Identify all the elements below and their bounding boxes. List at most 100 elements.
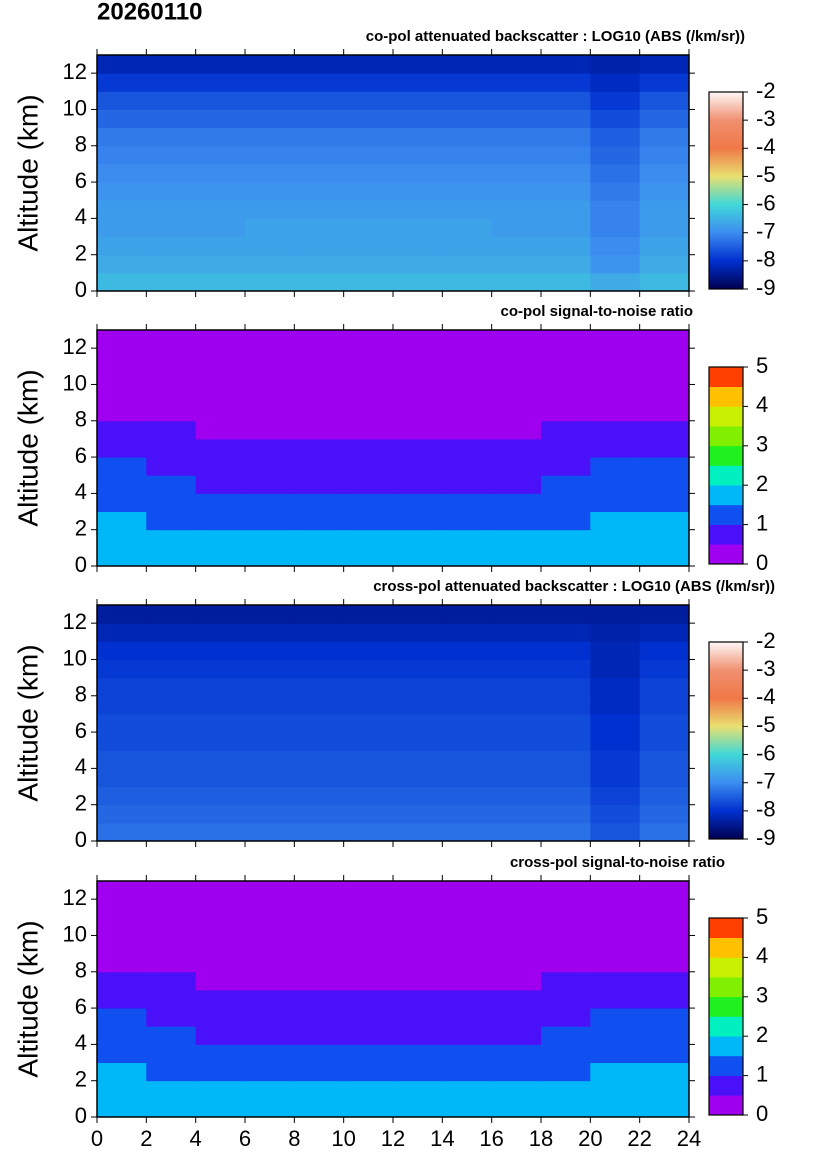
- heatmap-cell: [442, 1044, 493, 1064]
- heatmap-cell: [245, 804, 295, 824]
- heatmap-cell: [195, 822, 246, 842]
- heatmap-cell: [590, 1098, 641, 1118]
- heatmap-cell: [146, 881, 197, 900]
- heatmap-cell: [146, 750, 197, 769]
- heatmap-cell: [97, 420, 147, 440]
- heatmap-cell: [541, 623, 591, 642]
- heatmap-cell: [393, 695, 443, 715]
- colorbar-swatch: [709, 1016, 743, 1037]
- heatmap-cell: [294, 881, 345, 900]
- heatmap-cell: [541, 236, 591, 256]
- heatmap-cell: [442, 677, 493, 697]
- heatmap-cell: [442, 881, 493, 900]
- heatmap-cell: [245, 677, 295, 697]
- heatmap-cell: [541, 881, 591, 900]
- heatmap-cell: [294, 989, 345, 1009]
- heatmap-cell: [146, 605, 197, 624]
- heatmap-cell: [343, 1008, 394, 1027]
- heatmap-cell: [491, 750, 542, 769]
- heatmap-cell: [97, 881, 147, 900]
- heatmap-cell: [491, 218, 542, 238]
- x-tick-label: 6: [239, 1126, 251, 1151]
- y-tick-label: 12: [63, 59, 87, 84]
- heatmap-cell: [245, 786, 295, 806]
- heatmap-cell: [541, 200, 591, 219]
- heatmap-cell: [491, 917, 542, 936]
- heatmap-cell: [294, 163, 345, 183]
- colorbar-swatch: [709, 465, 743, 486]
- heatmap-cell: [195, 547, 246, 567]
- heatmap-cell: [541, 420, 591, 440]
- colorbar-tick-label: 3: [756, 432, 768, 457]
- heatmap-cell: [195, 1044, 246, 1064]
- heatmap-cell: [294, 127, 345, 147]
- heatmap-cell: [442, 475, 493, 494]
- heatmap-cell: [491, 641, 542, 660]
- heatmap-cell: [245, 1008, 295, 1027]
- heatmap-cell: [343, 330, 394, 349]
- heatmap-cell: [639, 438, 690, 458]
- heatmap-cell: [245, 881, 295, 900]
- heatmap-cell: [245, 511, 295, 531]
- heatmap-cell: [245, 917, 295, 936]
- heatmap-cell: [146, 953, 197, 973]
- heatmap-cell: [590, 511, 641, 531]
- heatmap-cell: [541, 732, 591, 751]
- heatmap-cell: [146, 1008, 197, 1027]
- heatmap-cell: [343, 493, 394, 513]
- heatmap-cell: [541, 547, 591, 567]
- colorbar-tick-label: -7: [756, 769, 776, 794]
- heatmap-cell: [393, 529, 443, 549]
- heatmap-cell: [294, 91, 345, 110]
- heatmap-cell: [541, 750, 591, 769]
- heatmap-cell: [97, 73, 147, 92]
- heatmap-cell: [195, 750, 246, 769]
- heatmap-cell: [442, 127, 493, 147]
- heatmap-cell: [590, 145, 641, 165]
- heatmap-cell: [294, 917, 345, 936]
- heatmap-cell: [294, 953, 345, 973]
- y-axis-label: Altitude (km): [12, 369, 43, 526]
- heatmap-cell: [294, 384, 345, 404]
- heatmap-cell: [245, 953, 295, 973]
- heatmap-cell: [245, 73, 295, 92]
- heatmap-cell: [146, 1062, 197, 1082]
- heatmap-cell: [245, 605, 295, 624]
- x-tick-label: 12: [381, 1126, 405, 1151]
- colorbar-tick-label: -3: [756, 106, 776, 131]
- heatmap-cell: [294, 547, 345, 567]
- heatmap-cell: [393, 182, 443, 201]
- colorbar-tick-label: 4: [756, 943, 768, 968]
- heatmap-cell: [393, 768, 443, 788]
- y-tick-label: 4: [75, 1030, 87, 1055]
- heatmap-cell: [491, 1026, 542, 1045]
- heatmap-cell: [639, 547, 690, 567]
- heatmap-cell: [442, 899, 493, 918]
- colorbar-tick-label: -5: [756, 712, 776, 737]
- heatmap-cell: [97, 475, 147, 494]
- heatmap-cell: [97, 822, 147, 842]
- heatmap-cell: [343, 695, 394, 715]
- heatmap-cell: [491, 822, 542, 842]
- heatmap-cell: [590, 348, 641, 367]
- heatmap-cell: [146, 109, 197, 129]
- heatmap-cell: [195, 366, 246, 385]
- heatmap-cell: [442, 623, 493, 642]
- heatmap-cell: [442, 254, 493, 274]
- heatmap-cell: [195, 475, 246, 494]
- heatmap-cell: [294, 1044, 345, 1064]
- heatmap-cell: [146, 659, 197, 679]
- heatmap-cell: [245, 822, 295, 842]
- heatmap-cell: [146, 127, 197, 147]
- colorbar-tick-label: 0: [756, 1101, 768, 1126]
- heatmap-cell: [491, 457, 542, 476]
- colorbar-swatch: [709, 504, 743, 525]
- heatmap-cell: [393, 272, 443, 292]
- heatmap-cell: [146, 384, 197, 404]
- heatmap-cell: [491, 786, 542, 806]
- heatmap-cell: [393, 1080, 443, 1100]
- heatmap-cell: [442, 366, 493, 385]
- y-tick-label: 10: [63, 95, 87, 120]
- x-tick-label: 22: [627, 1126, 651, 1151]
- x-tick-label: 16: [479, 1126, 503, 1151]
